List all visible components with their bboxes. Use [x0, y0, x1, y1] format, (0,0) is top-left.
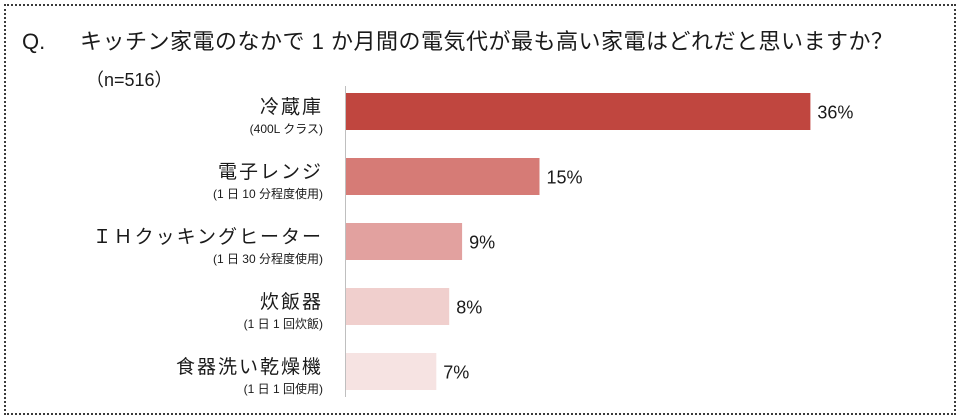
category-sublabel: (1 日 1 回使用): [244, 381, 323, 396]
category-label: 炊飯器: [260, 291, 323, 313]
category-sublabel: (400L クラス): [250, 122, 323, 136]
category-sublabel: (1 日 30 分程度使用): [213, 251, 323, 266]
value-label: 9%: [469, 233, 495, 253]
bar-group: ＩＨクッキングヒーター (1 日 30 分程度使用) 9%: [93, 223, 495, 266]
sample-size: （n=516）: [86, 70, 173, 90]
value-label: 15%: [547, 168, 583, 188]
value-label: 8%: [456, 298, 482, 318]
category-sublabel: (1 日 10 分程度使用): [213, 186, 323, 201]
value-label: 36%: [817, 103, 853, 123]
category-label: 食器洗い乾燥機: [176, 356, 323, 378]
value-label: 7%: [443, 363, 469, 383]
bar-group: 炊飯器 (1 日 1 回炊飯) 8%: [244, 288, 482, 331]
bar: [346, 158, 540, 195]
bar: [346, 353, 437, 390]
bar: [346, 93, 811, 130]
question-prefix: Q.: [22, 29, 46, 54]
bar-group: 冷蔵庫 (400L クラス) 36%: [250, 93, 853, 136]
chart-title: キッチン家電のなかで 1 か月間の電気代が最も高い家電はどれだと思いますか？: [80, 29, 894, 54]
bar-group: 電子レンジ (1 日 10 分程度使用) 15%: [213, 158, 583, 201]
bar: [346, 223, 463, 260]
category-label: 冷蔵庫: [260, 96, 323, 118]
category-sublabel: (1 日 1 回炊飯): [244, 316, 323, 331]
bar-group: 食器洗い乾燥機 (1 日 1 回使用) 7%: [176, 353, 469, 396]
bar: [346, 288, 450, 325]
category-label: ＩＨクッキングヒーター: [93, 226, 323, 248]
dotted-frame: [4, 4, 956, 415]
category-label: 電子レンジ: [218, 162, 323, 183]
